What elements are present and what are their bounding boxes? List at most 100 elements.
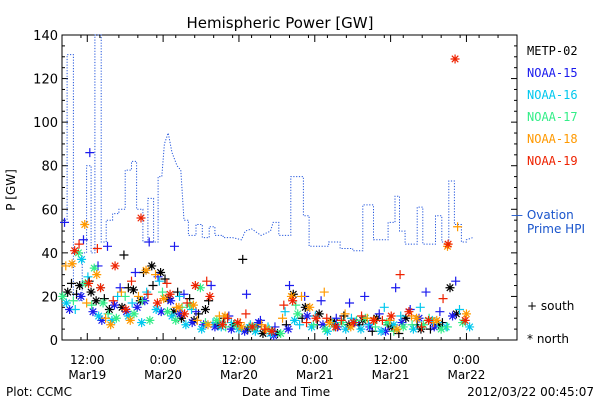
north-point — [376, 326, 386, 336]
north-point — [88, 307, 98, 317]
south-point — [194, 309, 203, 319]
north-point — [132, 302, 142, 312]
south-point — [316, 296, 326, 306]
south-point — [142, 287, 152, 297]
north-point — [314, 309, 324, 319]
series-noaa-19 — [70, 54, 470, 336]
north-point — [448, 311, 458, 321]
south-point — [127, 276, 137, 286]
y-tick-label: 40 — [41, 247, 58, 262]
north-point — [80, 220, 90, 230]
north-point — [145, 315, 155, 325]
south-point — [345, 298, 355, 308]
x-tick-date-label: Mar19 — [68, 368, 106, 382]
north-point — [203, 320, 213, 330]
south-point — [191, 307, 201, 317]
south-point — [407, 320, 417, 330]
y-tick-label: 140 — [33, 29, 58, 44]
north-point — [117, 302, 127, 312]
south-point — [442, 322, 452, 332]
south-point — [415, 302, 425, 312]
legend-ovation-label: — Ovation — [511, 208, 574, 222]
south-point — [417, 322, 427, 332]
south-point — [162, 278, 172, 288]
north-point — [220, 311, 230, 321]
south-point — [148, 281, 158, 291]
x-tick-time-label: 0:00 — [150, 353, 177, 367]
south-point — [127, 298, 137, 308]
south-point — [202, 276, 212, 286]
south-point — [60, 217, 70, 227]
x-tick-date-label: Mar20 — [144, 368, 182, 382]
north-point — [267, 326, 277, 336]
north-point — [91, 296, 101, 306]
south-point — [336, 315, 346, 325]
north-point — [106, 320, 116, 330]
north-point — [128, 285, 138, 295]
north-point — [337, 318, 347, 328]
north-point — [318, 320, 328, 330]
south-point — [279, 300, 289, 310]
north-point — [86, 287, 96, 297]
north-point — [73, 248, 83, 258]
south-point — [92, 244, 102, 253]
south-point — [101, 313, 111, 323]
north-point — [136, 213, 146, 223]
north-point — [176, 313, 186, 323]
north-point — [392, 324, 402, 334]
south-point — [241, 309, 251, 319]
south-point — [242, 289, 252, 299]
north-point — [141, 265, 151, 275]
south-point — [115, 283, 125, 293]
north-point — [61, 298, 71, 308]
north-point — [460, 315, 470, 325]
north-point — [92, 270, 102, 280]
south-point — [370, 322, 380, 332]
south-point — [160, 274, 170, 284]
south-point — [377, 315, 387, 325]
south-point — [74, 239, 84, 249]
south-point — [61, 261, 71, 271]
legend-ovation-label2: Prime HPI — [527, 222, 585, 236]
north-point — [104, 305, 114, 314]
north-point — [163, 307, 173, 317]
ovation-prime-hpi-series — [62, 34, 473, 302]
north-point — [231, 320, 241, 330]
south-point — [113, 291, 123, 301]
north-point — [240, 326, 250, 336]
north-point — [346, 322, 356, 332]
north-point — [451, 309, 461, 319]
south-point — [421, 287, 431, 297]
north-point — [110, 261, 120, 271]
x-axis-label: Date and Time — [242, 385, 330, 399]
north-point — [311, 313, 321, 323]
north-point — [331, 322, 341, 332]
north-point — [123, 311, 133, 321]
south-point — [78, 235, 88, 245]
south-point — [340, 309, 350, 319]
north-point — [174, 302, 184, 312]
north-point — [450, 54, 460, 64]
north-point — [416, 324, 426, 334]
south-point — [68, 296, 78, 306]
satellite-points — [58, 54, 475, 341]
south-point — [285, 281, 294, 291]
north-point — [443, 239, 453, 249]
north-point — [266, 328, 276, 338]
north-point — [210, 322, 220, 332]
north-point — [180, 309, 190, 319]
north-point — [121, 307, 131, 317]
north-point — [432, 315, 442, 325]
north-point — [212, 315, 222, 325]
north-point — [290, 315, 300, 325]
x-tick-time-label: 0:00 — [301, 353, 328, 367]
south-point — [363, 320, 373, 330]
north-point — [461, 309, 471, 319]
north-point — [404, 307, 414, 317]
south-point — [438, 294, 448, 304]
north-point — [94, 311, 104, 321]
south-point — [133, 291, 143, 301]
north-point — [156, 267, 166, 277]
south-point — [143, 289, 153, 299]
